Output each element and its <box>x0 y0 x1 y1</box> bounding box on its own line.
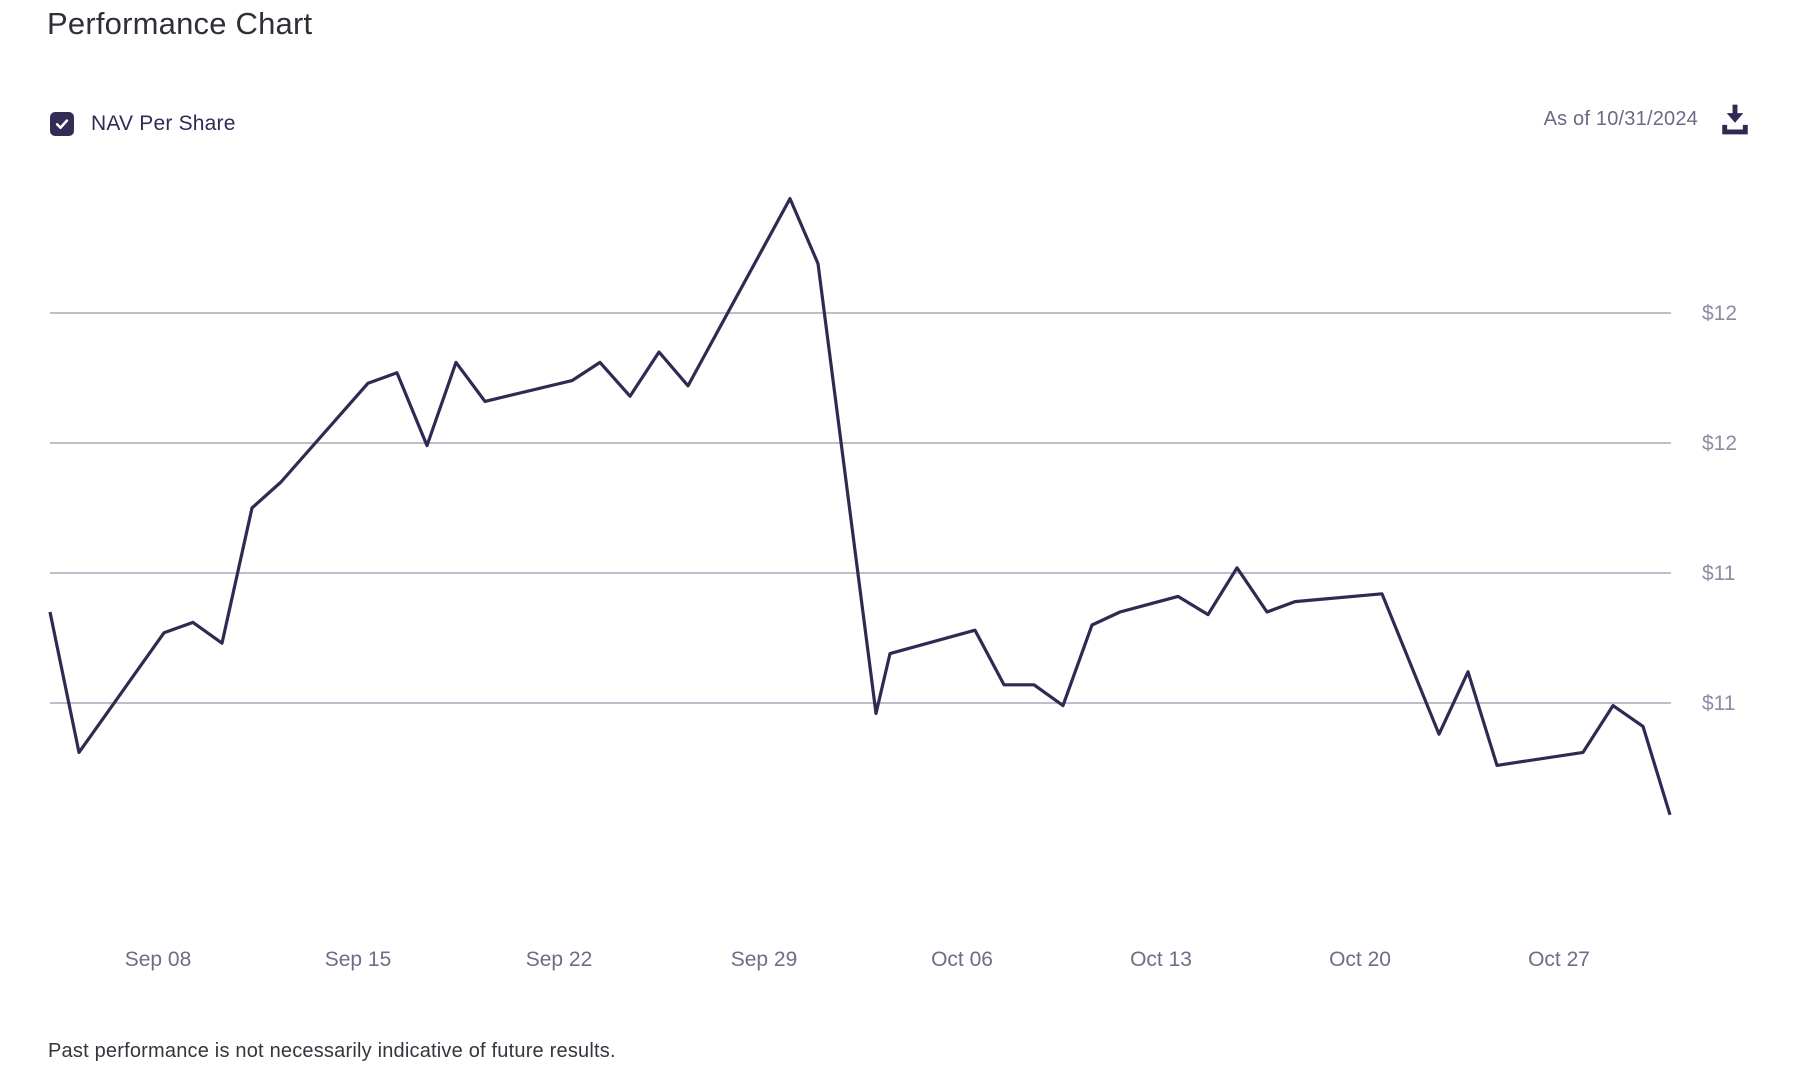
y-axis-tick-label: $11 <box>1702 692 1735 715</box>
page-title: Performance Chart <box>47 6 313 41</box>
disclaimer-text: Past performance is not necessarily indi… <box>48 1040 616 1062</box>
as-of-date: As of 10/31/2024 <box>1543 107 1698 130</box>
x-axis-tick-label: Sep 22 <box>526 948 593 971</box>
y-axis-tick-label: $12 <box>1702 302 1737 325</box>
checkmark-icon <box>55 119 69 130</box>
x-axis-tick-label: Sep 29 <box>731 948 798 971</box>
x-axis-tick-label: Sep 15 <box>325 948 392 971</box>
as-of-row: As of 10/31/2024 <box>1544 102 1750 136</box>
x-axis-tick-label: Oct 27 <box>1528 948 1590 971</box>
x-axis-tick-label: Oct 20 <box>1329 948 1391 971</box>
x-axis-tick-label: Sep 08 <box>125 948 192 971</box>
legend-row: NAV Per Share <box>50 112 236 136</box>
x-axis-tick-label: Oct 13 <box>1130 948 1192 971</box>
nav-per-share-checkbox[interactable] <box>50 112 74 136</box>
download-icon <box>1722 104 1748 135</box>
legend-label: NAV Per Share <box>91 112 236 135</box>
nav-per-share-line <box>48 197 1672 816</box>
x-axis-tick-label: Oct 06 <box>931 948 993 971</box>
y-axis-tick-label: $12 <box>1702 432 1737 455</box>
download-button[interactable] <box>1720 102 1750 136</box>
y-axis-tick-label: $11 <box>1702 562 1735 585</box>
